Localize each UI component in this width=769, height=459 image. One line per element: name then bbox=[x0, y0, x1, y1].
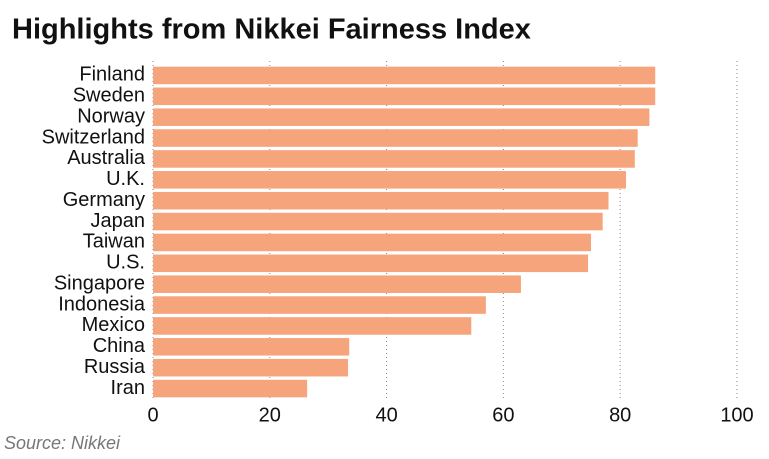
bar bbox=[153, 66, 656, 85]
y-tick-label: Mexico bbox=[82, 314, 145, 336]
bar bbox=[153, 108, 650, 126]
x-tick-label: 100 bbox=[720, 404, 753, 426]
y-tick-label: Switzerland bbox=[42, 126, 145, 148]
bar bbox=[153, 296, 486, 314]
chart-title: Highlights from Nikkei Fairness Index bbox=[12, 14, 531, 46]
y-tick-label: Indonesia bbox=[58, 293, 146, 315]
bar bbox=[153, 191, 609, 210]
y-tick-label: Russia bbox=[84, 356, 146, 378]
bar bbox=[153, 358, 349, 377]
bar bbox=[153, 317, 472, 335]
y-tick-label: Australia bbox=[67, 147, 146, 169]
y-tick-label: Singapore bbox=[54, 272, 145, 294]
x-tick-label: 0 bbox=[147, 404, 158, 426]
y-tick-label: Norway bbox=[77, 105, 145, 127]
bar bbox=[153, 129, 638, 147]
x-tick-label: 40 bbox=[375, 404, 397, 426]
y-tick-label: U.K. bbox=[106, 168, 145, 190]
bar bbox=[153, 379, 308, 398]
bar bbox=[153, 254, 589, 273]
bar bbox=[153, 87, 656, 106]
x-tick-label: 20 bbox=[259, 404, 281, 426]
y-tick-label: Germany bbox=[63, 189, 145, 211]
y-tick-label: China bbox=[93, 335, 146, 357]
x-tick-label: 80 bbox=[609, 404, 631, 426]
bar bbox=[153, 212, 603, 231]
y-tick-label: Finland bbox=[79, 64, 145, 86]
bar bbox=[153, 171, 627, 189]
y-tick-label: Taiwan bbox=[83, 231, 145, 253]
y-tick-label: U.S. bbox=[106, 252, 145, 274]
bar bbox=[153, 338, 350, 356]
y-tick-label: Iran bbox=[111, 377, 145, 399]
x-tick-label: 60 bbox=[492, 404, 514, 426]
y-tick-label: Japan bbox=[91, 210, 146, 232]
bar bbox=[153, 150, 635, 168]
source-note: Source: Nikkei bbox=[4, 433, 121, 453]
bar bbox=[153, 275, 521, 293]
y-tick-label: Sweden bbox=[73, 85, 145, 107]
bar bbox=[153, 233, 591, 252]
